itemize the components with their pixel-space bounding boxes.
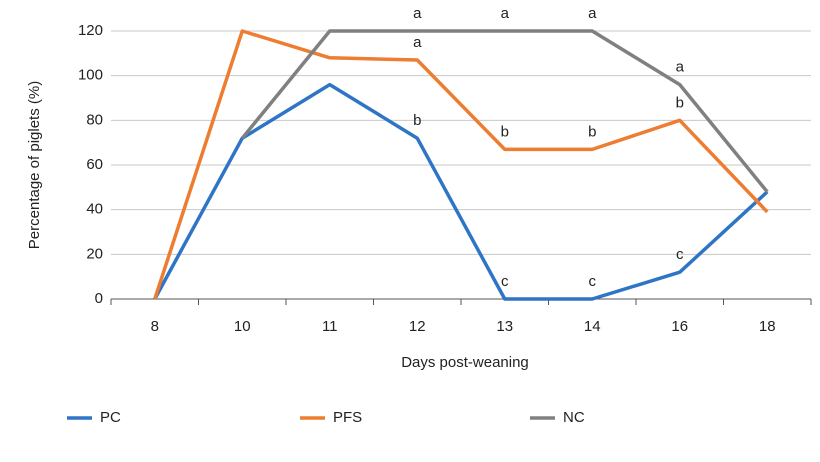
x-axis-label: Days post-weaning <box>401 354 529 371</box>
y-axis-label: Percentage of piglets (%) <box>26 81 43 249</box>
y-tick-label: 0 <box>95 290 103 307</box>
y-tick-label: 120 <box>78 22 103 39</box>
annotation: b <box>676 94 684 111</box>
legend-label: PC <box>100 409 121 426</box>
x-tick-label: 10 <box>234 318 251 335</box>
annotation: b <box>413 112 421 129</box>
series-line <box>153 29 769 300</box>
x-tick-label: 16 <box>671 318 688 335</box>
x-tick-label: 18 <box>759 318 776 335</box>
annotation: c <box>501 273 509 290</box>
series-line <box>240 29 769 193</box>
annotation: a <box>413 34 422 51</box>
y-tick-label: 60 <box>86 156 103 173</box>
y-tick-label: 100 <box>78 67 103 84</box>
x-tick-label: 12 <box>409 318 426 335</box>
series-line <box>153 82 769 301</box>
y-tick-label: 80 <box>86 111 103 128</box>
legend-label: PFS <box>333 409 362 426</box>
x-tick-label: 8 <box>151 318 159 335</box>
annotation: b <box>588 123 596 140</box>
annotation: a <box>676 59 685 76</box>
x-tick-label: 13 <box>496 318 513 335</box>
annotation: a <box>501 5 510 22</box>
legend-label: NC <box>563 409 585 426</box>
x-tick-label: 11 <box>322 318 338 335</box>
annotation: b <box>501 123 509 140</box>
y-tick-label: 20 <box>86 245 103 262</box>
annotation: c <box>589 273 597 290</box>
annotation: c <box>676 246 684 263</box>
annotation: a <box>413 5 422 22</box>
y-tick-label: 40 <box>86 201 103 218</box>
x-tick-label: 14 <box>584 318 601 335</box>
annotation: a <box>588 5 597 22</box>
